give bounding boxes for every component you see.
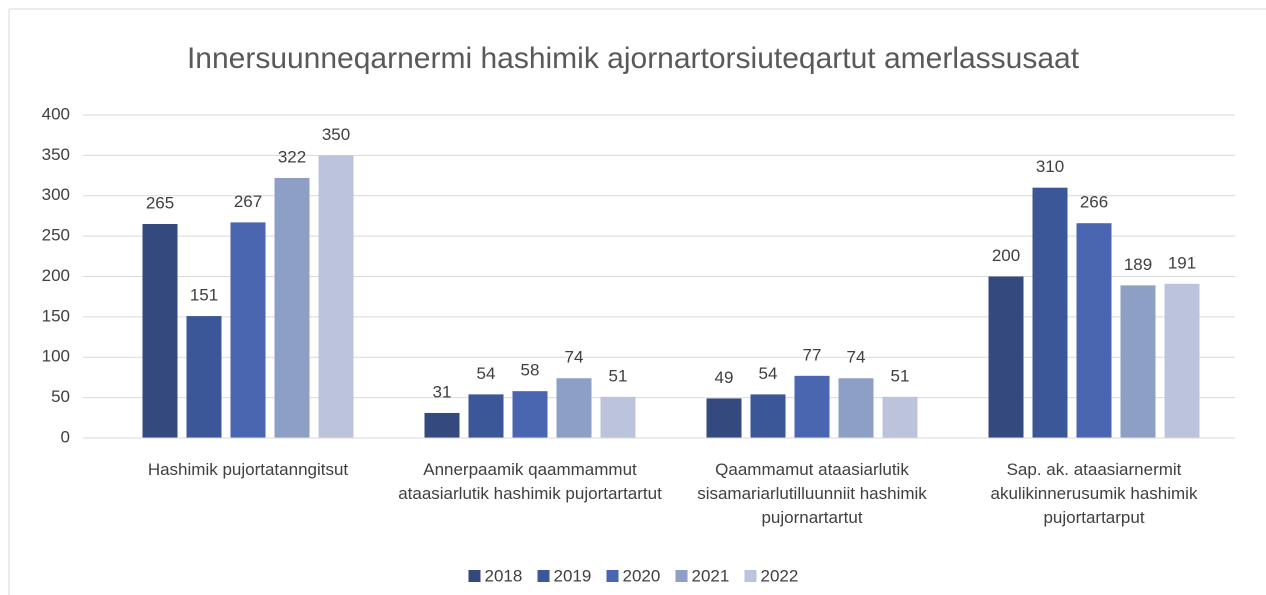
data-label: 51 <box>609 366 628 385</box>
legend-swatch <box>468 570 481 582</box>
data-label: 266 <box>1080 193 1108 212</box>
data-label: 77 <box>803 345 822 364</box>
y-tick-label: 0 <box>61 427 70 446</box>
legend-swatch <box>606 570 619 582</box>
bar <box>706 398 742 438</box>
bar <box>988 276 1024 438</box>
data-label: 54 <box>477 364 496 383</box>
legend-swatch <box>675 570 688 582</box>
legend-label: 2021 <box>692 566 730 585</box>
data-label: 54 <box>759 364 778 383</box>
bar <box>750 394 786 438</box>
x-tick-label: Sap. ak. ataasiarnermit akulikinnerusumi… <box>990 460 1198 527</box>
y-tick-label: 150 <box>42 306 70 325</box>
data-label: 58 <box>521 361 540 380</box>
data-label: 322 <box>278 147 306 166</box>
bar <box>600 396 636 438</box>
legend-label: 2020 <box>623 566 661 585</box>
bar <box>838 378 874 438</box>
data-label: 74 <box>565 348 584 367</box>
data-label: 267 <box>234 192 262 211</box>
legend-label: 2022 <box>761 566 799 585</box>
data-label: 51 <box>891 366 910 385</box>
x-tick-label: Hashimik pujortatanngitsut <box>147 460 349 479</box>
data-label: 310 <box>1036 157 1064 176</box>
y-tick-label: 100 <box>42 347 70 366</box>
data-label: 265 <box>146 193 174 212</box>
y-tick-label: 300 <box>42 185 70 204</box>
legend-label: 2018 <box>485 566 523 585</box>
x-tick-label: Qaammamut ataasiarlutik sisamariarlutill… <box>697 460 927 527</box>
data-label: 49 <box>715 368 734 387</box>
bar <box>142 224 178 438</box>
bar <box>468 394 504 438</box>
data-label: 350 <box>322 125 350 144</box>
bar <box>882 396 918 438</box>
bar <box>186 316 222 438</box>
y-tick-label: 50 <box>51 387 70 406</box>
bar <box>318 155 354 438</box>
bar <box>424 412 460 438</box>
data-label: 31 <box>433 382 452 401</box>
bar <box>1164 283 1200 438</box>
x-tick-label: Annerpaamik qaammammut ataasiarlutik has… <box>398 460 662 503</box>
legend-label: 2019 <box>554 566 592 585</box>
legend-swatch <box>744 570 757 582</box>
y-tick-label: 250 <box>42 226 70 245</box>
bar <box>230 222 266 438</box>
y-tick-label: 200 <box>42 266 70 285</box>
bar <box>274 177 310 439</box>
data-label: 151 <box>190 286 218 305</box>
legend-swatch <box>537 570 550 582</box>
bar <box>556 378 592 438</box>
y-tick-label: 350 <box>42 145 70 164</box>
y-tick-label: 400 <box>42 104 70 123</box>
data-label: 74 <box>847 348 866 367</box>
bar <box>794 375 830 438</box>
data-label: 191 <box>1168 253 1196 272</box>
chart-title: Innersuunneqarnermi hashimik ajornartors… <box>186 42 1080 75</box>
data-label: 200 <box>992 246 1020 265</box>
bar <box>1076 223 1112 438</box>
data-label: 189 <box>1124 255 1152 274</box>
bar <box>512 391 548 438</box>
bar <box>1120 285 1156 438</box>
bar <box>1032 187 1068 438</box>
